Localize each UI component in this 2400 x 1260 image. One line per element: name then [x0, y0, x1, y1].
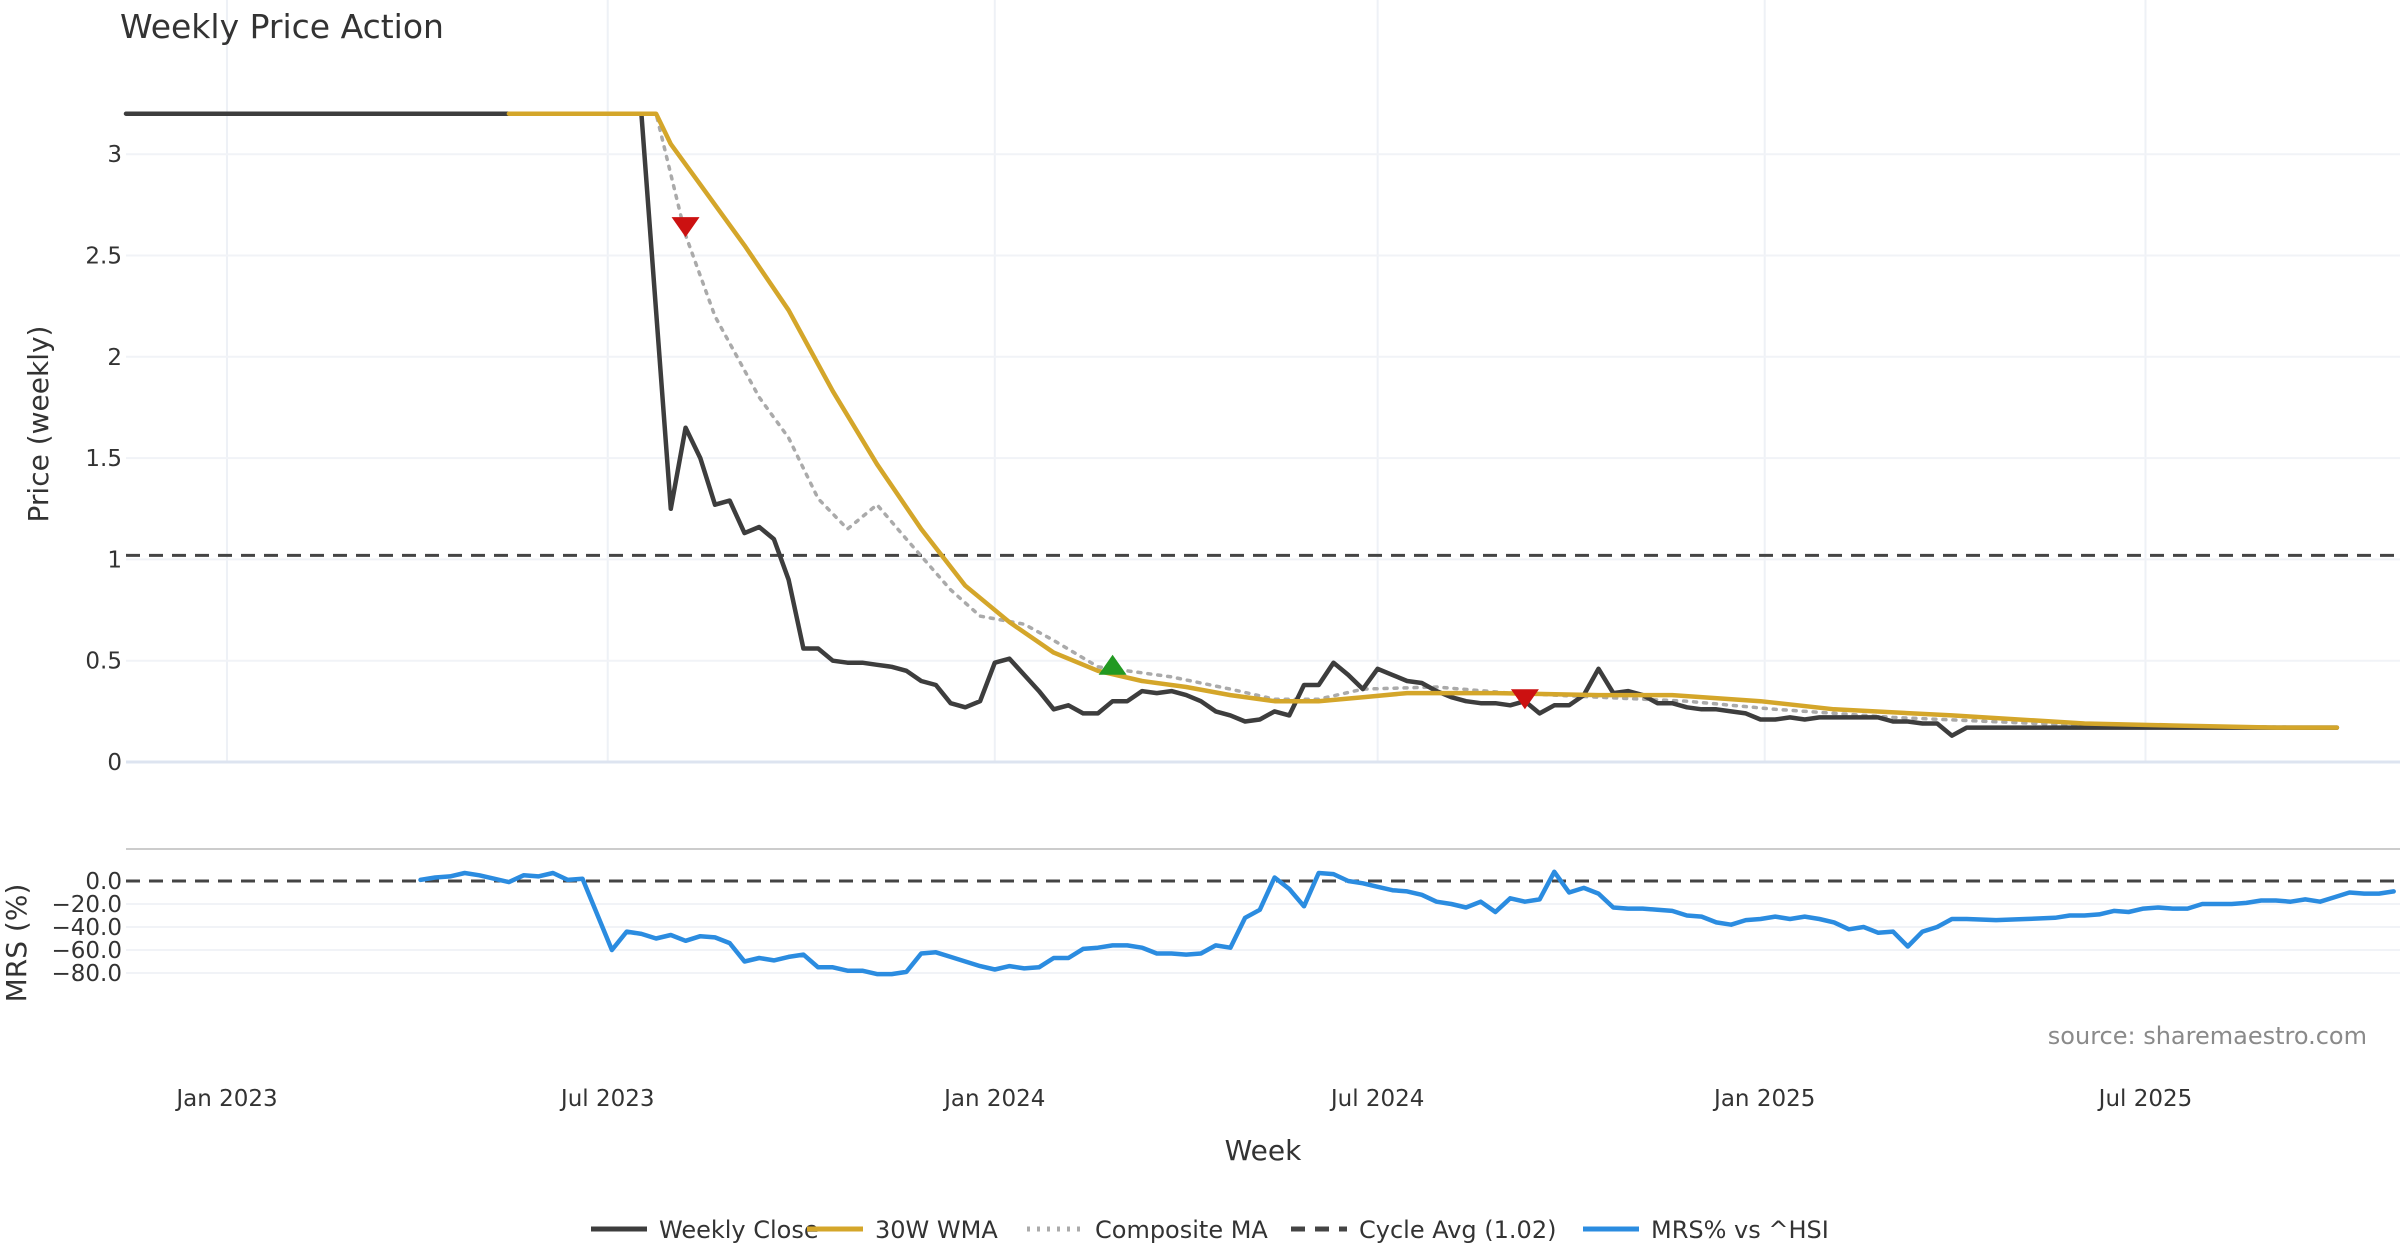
signal-markers: [671, 217, 1539, 710]
mrs-y-tick-label: −20.0: [52, 892, 122, 918]
x-tick-label: Jan 2024: [942, 1086, 1045, 1112]
price-plot-area: [123, 111, 2400, 738]
composite-ma-line: [168, 111, 2339, 730]
legend: Weekly Close 30W WMA Composite MA Cycle Avg…: [591, 1216, 1829, 1244]
price-y-tick-label: 2.5: [85, 244, 122, 270]
legend-label-composite-ma: Composite MA: [1095, 1216, 1268, 1244]
legend-label-weekly-close: Weekly Close: [659, 1216, 819, 1244]
source-note: source: sharemaestro.com: [2048, 1022, 2367, 1050]
price-grid: [126, 0, 2400, 764]
x-axis: Jan 2023 Jul 2023 Jan 2024 Jul 2024 Jan 2025…: [174, 1086, 2192, 1112]
price-y-tick-label: 0: [107, 750, 122, 776]
mrs-plot-area: [126, 869, 2400, 977]
chart-title: Weekly Price Action: [120, 7, 444, 46]
mrs-y-axis-title: MRS (%): [0, 884, 33, 1003]
mrs-y-axis: 0.0−20.0−40.0−60.0−80.0: [52, 869, 122, 987]
x-tick-label: Jul 2023: [559, 1086, 655, 1112]
sell-signal-marker: [671, 217, 700, 238]
price-y-tick-label: 2: [107, 345, 122, 371]
mrs-y-tick-label: −40.0: [52, 915, 122, 941]
weekly-close-line: [123, 111, 2340, 738]
x-tick-label: Jan 2025: [1712, 1086, 1815, 1112]
price-y-tick-label: 3: [107, 142, 122, 168]
x-tick-label: Jul 2024: [1329, 1086, 1425, 1112]
mrs-y-tick-label: −60.0: [52, 938, 122, 964]
price-y-tick-label: 0.5: [85, 649, 122, 675]
x-axis-title: Week: [1225, 1134, 1302, 1167]
x-tick-label: Jul 2025: [2097, 1086, 2193, 1112]
legend-label-30w-wma: 30W WMA: [875, 1216, 998, 1244]
legend-label-cycle-avg-1-02: Cycle Avg (1.02): [1359, 1216, 1556, 1244]
mrs-y-tick-label: −80.0: [52, 961, 122, 987]
price-y-tick-label: 1.5: [85, 446, 122, 472]
price-y-tick-label: 1: [107, 547, 122, 573]
buy-signal-marker: [1098, 654, 1127, 675]
mrs-grid: [126, 848, 2400, 974]
legend-label-mrs-vs-hsi: MRS% vs ^HSI: [1651, 1216, 1829, 1244]
sell-signal-marker: [1510, 689, 1539, 710]
x-tick-label: Jan 2023: [174, 1086, 277, 1112]
30w-wma-line: [506, 111, 2340, 730]
mrs-y-tick-label: 0.0: [85, 869, 122, 895]
price-y-axis-title: Price (weekly): [22, 326, 55, 523]
price-y-axis: 0 0.5 1 1.5 2 2.5 3: [85, 142, 122, 776]
mrs-vs-hsi-line: [418, 869, 2396, 977]
